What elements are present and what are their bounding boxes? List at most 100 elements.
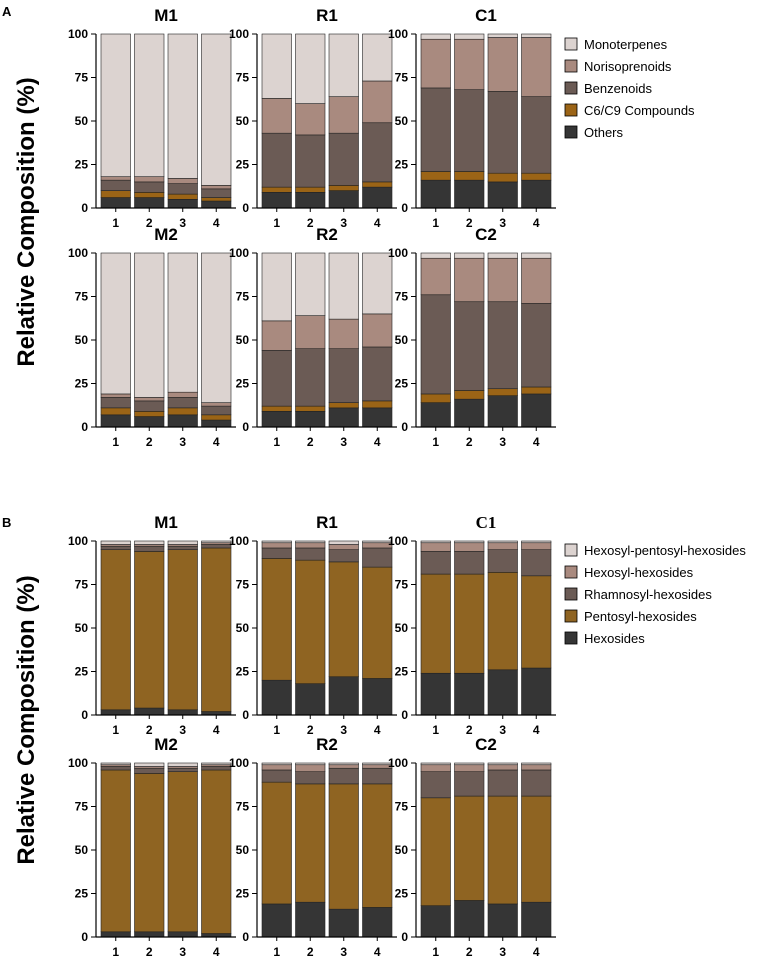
chart-a-c2-y-tick-label-0: 0 [401,420,408,434]
chart-b-c1-bar-3-pentosyl-hexosides [487,572,518,671]
chart-b-c2-bar-2-rhamnosyl-hexosides [454,771,485,797]
chart-b-m2-bar-2-hexosides [134,931,165,938]
chart-b-c1-bar-3-hexosyl-pentosyl-hexosides [487,540,518,544]
chart-a-r1-bar-4-norisoprenoids [362,80,393,124]
chart-a-m1: 1 2 3 4 0 25 50 75 100 M1 [68,6,236,230]
chart-a-r1-y-tick-label-75: 75 [236,71,250,85]
chart-b-r1-y-tick-label-0: 0 [242,708,249,722]
legend-b-swatch-2 [564,587,578,601]
chart-b-m2-y-tick-label-75: 75 [75,800,89,814]
legend-b-label-3: Pentosyl-hexosides [584,609,697,624]
chart-a-c1-bar-3-others [487,181,518,209]
chart-b-r1-bar-3-rhamnosyl-hexosides [328,549,359,563]
chart-a-r1-bar-3-others [328,190,359,209]
chart-a-r1-bar-3-benzenoids [328,132,359,186]
chart-a-c2-bar-3-others [487,395,518,428]
legend-b: Hexosyl-pentosyl-hexosides Hexosyl-hexos… [564,543,746,646]
legend-a-swatch-2 [564,81,578,95]
chart-b-r2-y-tick-label-50: 50 [236,843,250,857]
chart-b-r1-bar-2-rhamnosyl-hexosides [295,547,326,561]
chart-b-c2-bar-1-hexosides [420,905,451,938]
chart-b-c2-category-label-4: 4 [533,945,540,958]
chart-b-m1-bar-2-hexosides [134,707,165,716]
chart-b-c2-bar-3-hexosyl-hexosides [487,764,518,771]
legend-b-swatch-3 [564,609,578,623]
chart-b-r1-category-label-1: 1 [273,723,280,737]
chart-a-m1-bar-2-monoterpenes [134,33,165,177]
chart-b-r1-bar-4-pentosyl-hexosides [362,566,393,679]
chart-a-m1-bar-2-benzenoids [134,181,165,193]
legend-a-label-4: Others [584,125,624,140]
chart-a-c2-bar-1-monoterpenes [420,252,451,259]
chart-a-m1-bar-4-benzenoids [201,188,232,198]
chart-b-m2-category-label-2: 2 [146,945,153,958]
chart-b-r2-bar-1-hexosyl-hexosides [261,764,292,771]
chart-b-m1-bar-3-hexosyl-pentosyl-hexosides [167,540,198,545]
chart-a-r1-bar-2-monoterpenes [295,33,326,104]
chart-a-r2-bar-2-others [295,411,326,428]
chart-b-r1-bar-3-hexosyl-pentosyl-hexosides [328,540,359,545]
chart-a-c1-category-label-3: 3 [499,216,506,230]
chart-a-r2-y-tick-label-0: 0 [242,420,249,434]
chart-b-c1-y-tick-label-100: 100 [388,534,408,548]
chart-a-r2-y-tick-label-100: 100 [229,246,249,260]
chart-a-c2-category-label-1: 1 [432,435,439,449]
chart-a-c2: 1 2 3 4 0 25 50 75 100 C2 [388,225,556,449]
chart-a-m2-y-tick-label-75: 75 [75,290,89,304]
chart-b-c2-y-tick-label-25: 25 [395,887,409,901]
chart-b-c1-bar-4-hexosides [521,667,552,716]
chart-a-r2-bar-2-c6-c9-compounds [295,405,326,412]
chart-b-m1-bar-4-rhamnosyl-hexosides [201,544,232,549]
chart-a-c2-category-label-3: 3 [499,435,506,449]
chart-a-c1-bar-4-others [521,179,552,209]
chart-a-r2-bar-2-benzenoids [295,348,326,407]
chart-a-c1-bar-3-c6-c9-compounds [487,172,518,183]
chart-a-m2-bar-1-others [100,414,131,428]
chart-b-c2-bar-4-hexosyl-hexosides [521,764,552,771]
chart-a-c2-bar-4-others [521,393,552,428]
chart-a-c1-bar-3-monoterpenes [487,33,518,38]
chart-a-c2-bar-2-norisoprenoids [454,257,485,303]
chart-b-c2: 1 2 3 4 0 25 50 75 100 C2 [388,735,556,958]
chart-a-m2-bar-1-monoterpenes [100,252,131,395]
chart-a-r2-y-tick-label-75: 75 [236,290,250,304]
chart-b-r2-bar-2-hexosyl-pentosyl-hexosides [295,762,326,766]
chart-a-r2-y-tick-label-25: 25 [236,377,250,391]
chart-a-m2-bar-1-norisoprenoids [100,393,131,398]
chart-b-c1-category-label-3: 3 [499,723,506,737]
chart-b-c1-y-tick-label-75: 75 [395,578,409,592]
chart-b-c1-bar-1-rhamnosyl-hexosides [420,551,451,575]
legend-b-label-1: Hexosyl-hexosides [584,565,694,580]
chart-b-c2-bar-1-hexosyl-pentosyl-hexosides [420,762,451,766]
chart-b-r1-y-tick-label-50: 50 [236,621,250,635]
chart-a-m1-y-tick-label-50: 50 [75,114,89,128]
chart-a-m2-y-tick-label-50: 50 [75,333,89,347]
chart-b-m1-bar-3-hexosides [167,709,198,716]
chart-b-m1-bar-4-pentosyl-hexosides [201,547,232,712]
chart-a-m2-y-tick-label-100: 100 [68,246,88,260]
chart-b-c1-bar-1-hexosides [420,672,451,716]
chart-a-c2-bar-4-c6-c9-compounds [521,386,552,395]
chart-a-m1-bar-4-others [201,200,232,209]
chart-b-r2-y-tick-label-0: 0 [242,930,249,944]
chart-a-m2-bar-2-monoterpenes [134,252,165,398]
chart-b-m2-bar-1-pentosyl-hexosides [100,769,131,933]
chart-a-m2-category-label-4: 4 [213,435,220,449]
chart-b-r1-y-tick-label-25: 25 [236,665,250,679]
chart-a-r1-bar-3-norisoprenoids [328,96,359,134]
chart-b-r1-bar-4-hexosyl-pentosyl-hexosides [362,540,393,544]
chart-b-r1-bar-2-hexosyl-pentosyl-hexosides [295,540,326,544]
chart-a-c2-bar-2-benzenoids [454,301,485,391]
chart-a-r1-bar-2-norisoprenoids [295,103,326,136]
chart-a-m1-bar-3-others [167,199,198,209]
chart-a-c2-title: C2 [475,225,497,244]
chart-a-r1-title: R1 [316,6,338,25]
chart-b-r1-bar-4-rhamnosyl-hexosides [362,547,393,568]
chart-a-m2-bar-3-norisoprenoids [167,391,198,398]
chart-b-m1-bar-1-hexosides [100,709,131,716]
chart-b-m2-category-label-1: 1 [112,945,119,958]
chart-b-m1-bar-2-rhamnosyl-hexosides [134,545,165,552]
chart-a-m1-y-tick-label-100: 100 [68,27,88,41]
